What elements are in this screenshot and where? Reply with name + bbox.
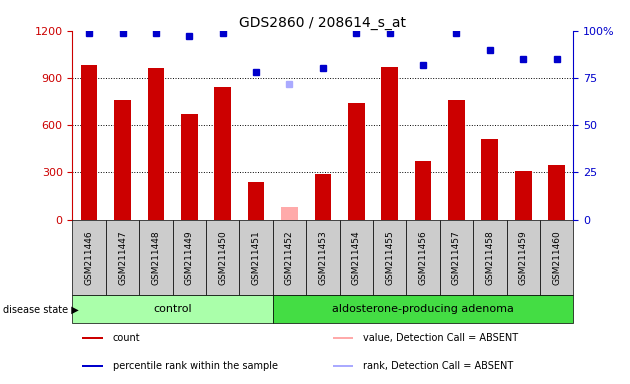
- Bar: [481, 139, 498, 220]
- Bar: [239, 220, 273, 295]
- Text: count: count: [113, 333, 140, 343]
- Text: GSM211448: GSM211448: [151, 230, 161, 285]
- Bar: [173, 220, 206, 295]
- Bar: [81, 65, 98, 220]
- Bar: [333, 336, 353, 339]
- Bar: [448, 100, 465, 220]
- Bar: [114, 100, 131, 220]
- Bar: [340, 220, 373, 295]
- Text: aldosterone-producing adenoma: aldosterone-producing adenoma: [332, 305, 514, 314]
- Bar: [373, 220, 406, 295]
- Bar: [333, 365, 353, 367]
- Bar: [72, 295, 273, 323]
- Text: GSM211452: GSM211452: [285, 230, 294, 285]
- Text: percentile rank within the sample: percentile rank within the sample: [113, 361, 278, 371]
- Bar: [281, 207, 298, 220]
- Title: GDS2860 / 208614_s_at: GDS2860 / 208614_s_at: [239, 16, 406, 30]
- Text: GSM211451: GSM211451: [251, 230, 261, 285]
- Bar: [106, 220, 139, 295]
- Bar: [515, 171, 532, 220]
- Bar: [214, 88, 231, 220]
- Bar: [83, 365, 103, 367]
- Bar: [206, 220, 239, 295]
- Text: rank, Detection Call = ABSENT: rank, Detection Call = ABSENT: [363, 361, 513, 371]
- Bar: [406, 220, 440, 295]
- Bar: [540, 220, 573, 295]
- Text: GSM211455: GSM211455: [385, 230, 394, 285]
- Bar: [273, 220, 306, 295]
- Text: GSM211447: GSM211447: [118, 230, 127, 285]
- Bar: [348, 103, 365, 220]
- Text: GSM211459: GSM211459: [518, 230, 528, 285]
- Bar: [314, 174, 331, 220]
- Bar: [415, 161, 432, 220]
- Bar: [181, 114, 198, 220]
- Text: GSM211456: GSM211456: [418, 230, 428, 285]
- Text: GSM211458: GSM211458: [485, 230, 495, 285]
- Text: GSM211446: GSM211446: [84, 230, 94, 285]
- Bar: [248, 182, 265, 220]
- Bar: [139, 220, 173, 295]
- Bar: [548, 164, 565, 220]
- Text: control: control: [153, 305, 192, 314]
- Bar: [72, 220, 106, 295]
- Text: GSM211460: GSM211460: [552, 230, 561, 285]
- Text: GSM211454: GSM211454: [352, 230, 361, 285]
- Bar: [440, 220, 473, 295]
- Bar: [83, 336, 103, 339]
- Text: GSM211457: GSM211457: [452, 230, 461, 285]
- Bar: [273, 295, 573, 323]
- Text: GSM211449: GSM211449: [185, 230, 194, 285]
- Text: GSM211453: GSM211453: [318, 230, 328, 285]
- Bar: [381, 67, 398, 220]
- Text: value, Detection Call = ABSENT: value, Detection Call = ABSENT: [363, 333, 518, 343]
- Bar: [306, 220, 340, 295]
- Bar: [473, 220, 507, 295]
- Bar: [507, 220, 540, 295]
- Bar: [147, 68, 164, 220]
- Text: disease state ▶: disease state ▶: [3, 305, 79, 314]
- Text: GSM211450: GSM211450: [218, 230, 227, 285]
